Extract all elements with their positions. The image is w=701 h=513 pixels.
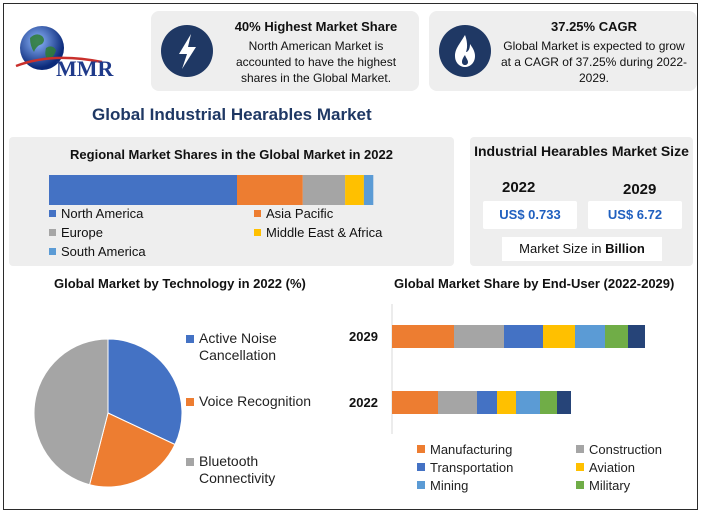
enduser-bar-2029-construction: [454, 325, 504, 348]
enduser-bar-2029-segment-6: [628, 325, 645, 348]
pie-legend-label-voice-recognition: Voice Recognition: [199, 393, 311, 409]
legend-swatch-middle-east-and-africa: [254, 229, 261, 236]
pie-slice-bluetooth-connectivity: [33, 338, 109, 486]
pie-legend-swatch-active-noise-cancellation: [186, 335, 194, 343]
legend-label-north-america: North America: [61, 206, 144, 221]
pie-legend-label-active-noise-cancellation: Active Noise Cancellation: [199, 330, 277, 363]
enduser-bar-2022-segment-6: [557, 391, 571, 414]
stat-card-text: North American Market is accounted to ha…: [235, 39, 397, 85]
stat-card-title: 37.25% CAGR: [551, 19, 637, 34]
stat-card-market-share: 40% Highest Market Share North American …: [151, 11, 419, 91]
enduser-bar-2029-transportation: [504, 325, 543, 348]
enduser-bar-2022-transportation: [477, 391, 497, 414]
market-size-note-unit: Billion: [605, 241, 645, 256]
pie-legend-line: Bluetooth: [199, 453, 258, 469]
year-2029-label: 2029: [623, 181, 657, 198]
pie-legend-label-bluetooth-connectivity: Bluetooth Connectivity: [199, 453, 275, 486]
legend-label-asia-pacific: Asia Pacific: [266, 206, 334, 221]
value-2029-box: US$ 6.72: [588, 201, 682, 229]
enduser-bar-2022-mining: [516, 391, 540, 414]
pie-slice-voice-recognition: [88, 412, 176, 488]
globe-icon: [15, 26, 103, 70]
enduser-bar-2022-aviation: [497, 391, 516, 414]
enduser-legend-label-transportation: Transportation: [430, 460, 513, 475]
enduser-legend-label-construction: Construction: [589, 442, 662, 457]
enduser-bar-2029-military: [605, 325, 628, 348]
enduser-legend-swatch-manufacturing: [417, 445, 425, 453]
pie-legend-line: Voice Recognition: [199, 393, 311, 409]
legend-label-europe: Europe: [61, 225, 103, 240]
enduser-bar-2029-manufacturing: [392, 325, 454, 348]
legend-label-middle-east-and-africa: Middle East & Africa: [266, 225, 383, 240]
regional-bar-chart: North America Asia Pacific Europe Middle Ea…: [49, 175, 383, 259]
enduser-legend-label-military: Military: [589, 478, 631, 493]
legend-label-south-america: South America: [61, 244, 146, 259]
enduser-legend-swatch-military: [576, 481, 584, 489]
bar-europe: [302, 175, 346, 205]
legend-swatch-south-america: [49, 248, 56, 255]
stat-card-title: 40% Highest Market Share: [234, 19, 398, 34]
pie-slice-active-noise-cancellation: [107, 338, 183, 446]
flame-icon: [439, 25, 491, 77]
legend-swatch-asia-pacific: [254, 210, 261, 217]
pie-legend-swatch-bluetooth-connectivity: [186, 458, 194, 466]
market-size-note-prefix: Market Size in: [519, 241, 606, 256]
legend-swatch-europe: [49, 229, 56, 236]
logo-text: MMR: [56, 56, 114, 81]
enduser-bar-chart: 2029 2022 Manufacturing Construction Transpo…: [349, 304, 662, 493]
lightning-icon: [161, 25, 213, 77]
enduser-legend-label-mining: Mining: [430, 478, 468, 493]
main-title: Global Industrial Hearables Market: [92, 105, 372, 124]
logo: MMR: [12, 22, 142, 84]
market-size-panel: Industrial Hearables Market Size 2022 20…: [470, 137, 693, 266]
enduser-category-label-2022: 2022: [349, 395, 378, 410]
enduser-legend-label-aviation: Aviation: [589, 460, 635, 475]
enduser-chart-title: Global Market Share by End-User (2022-20…: [394, 276, 675, 291]
regional-panel: Regional Market Shares in the Global Mar…: [9, 137, 454, 266]
bar-asia-pacific: [237, 175, 303, 205]
legend-swatch-north-america: [49, 210, 56, 217]
year-2022-label: 2022: [502, 179, 536, 196]
enduser-legend-swatch-aviation: [576, 463, 584, 471]
pie-legend-swatch-voice-recognition: [186, 398, 194, 406]
technology-chart-title: Global Market by Technology in 2022 (%): [54, 276, 306, 291]
pie-legend-line: Cancellation: [199, 347, 276, 363]
enduser-bar-2022-construction: [438, 391, 477, 414]
enduser-bar-2022-military: [540, 391, 557, 414]
infographic-frame: MMR 40% Highest Market Share North Ameri…: [3, 3, 698, 510]
enduser-legend-swatch-mining: [417, 481, 425, 489]
stat-card-text: Global Market is expected to grow at a C…: [500, 39, 688, 85]
bar-south-america: [363, 175, 374, 205]
enduser-legend-label-manufacturing: Manufacturing: [430, 442, 512, 457]
enduser-bar-2029-mining: [575, 325, 605, 348]
technology-pie-chart: Active Noise Cancellation Voice Recognitio…: [33, 330, 311, 488]
market-size-note: Market Size in Billion: [502, 237, 662, 261]
pie-legend-line: Connectivity: [199, 470, 275, 486]
regional-chart-title: Regional Market Shares in the Global Mar…: [70, 147, 393, 162]
enduser-bar-2029-aviation: [543, 325, 575, 348]
pie-legend-line: Active Noise: [199, 330, 277, 346]
market-size-title: Industrial Hearables Market Size: [474, 143, 689, 159]
enduser-category-label-2029: 2029: [349, 329, 378, 344]
value-2022-box: US$ 0.733: [483, 201, 577, 229]
enduser-legend-swatch-transportation: [417, 463, 425, 471]
enduser-bar-2022-manufacturing: [392, 391, 438, 414]
stat-card-cagr: 37.25% CAGR Global Market is expected to…: [429, 11, 697, 91]
bar-north-america: [49, 175, 237, 205]
enduser-legend-swatch-construction: [576, 445, 584, 453]
bar-middle-east-and-africa: [345, 175, 364, 205]
